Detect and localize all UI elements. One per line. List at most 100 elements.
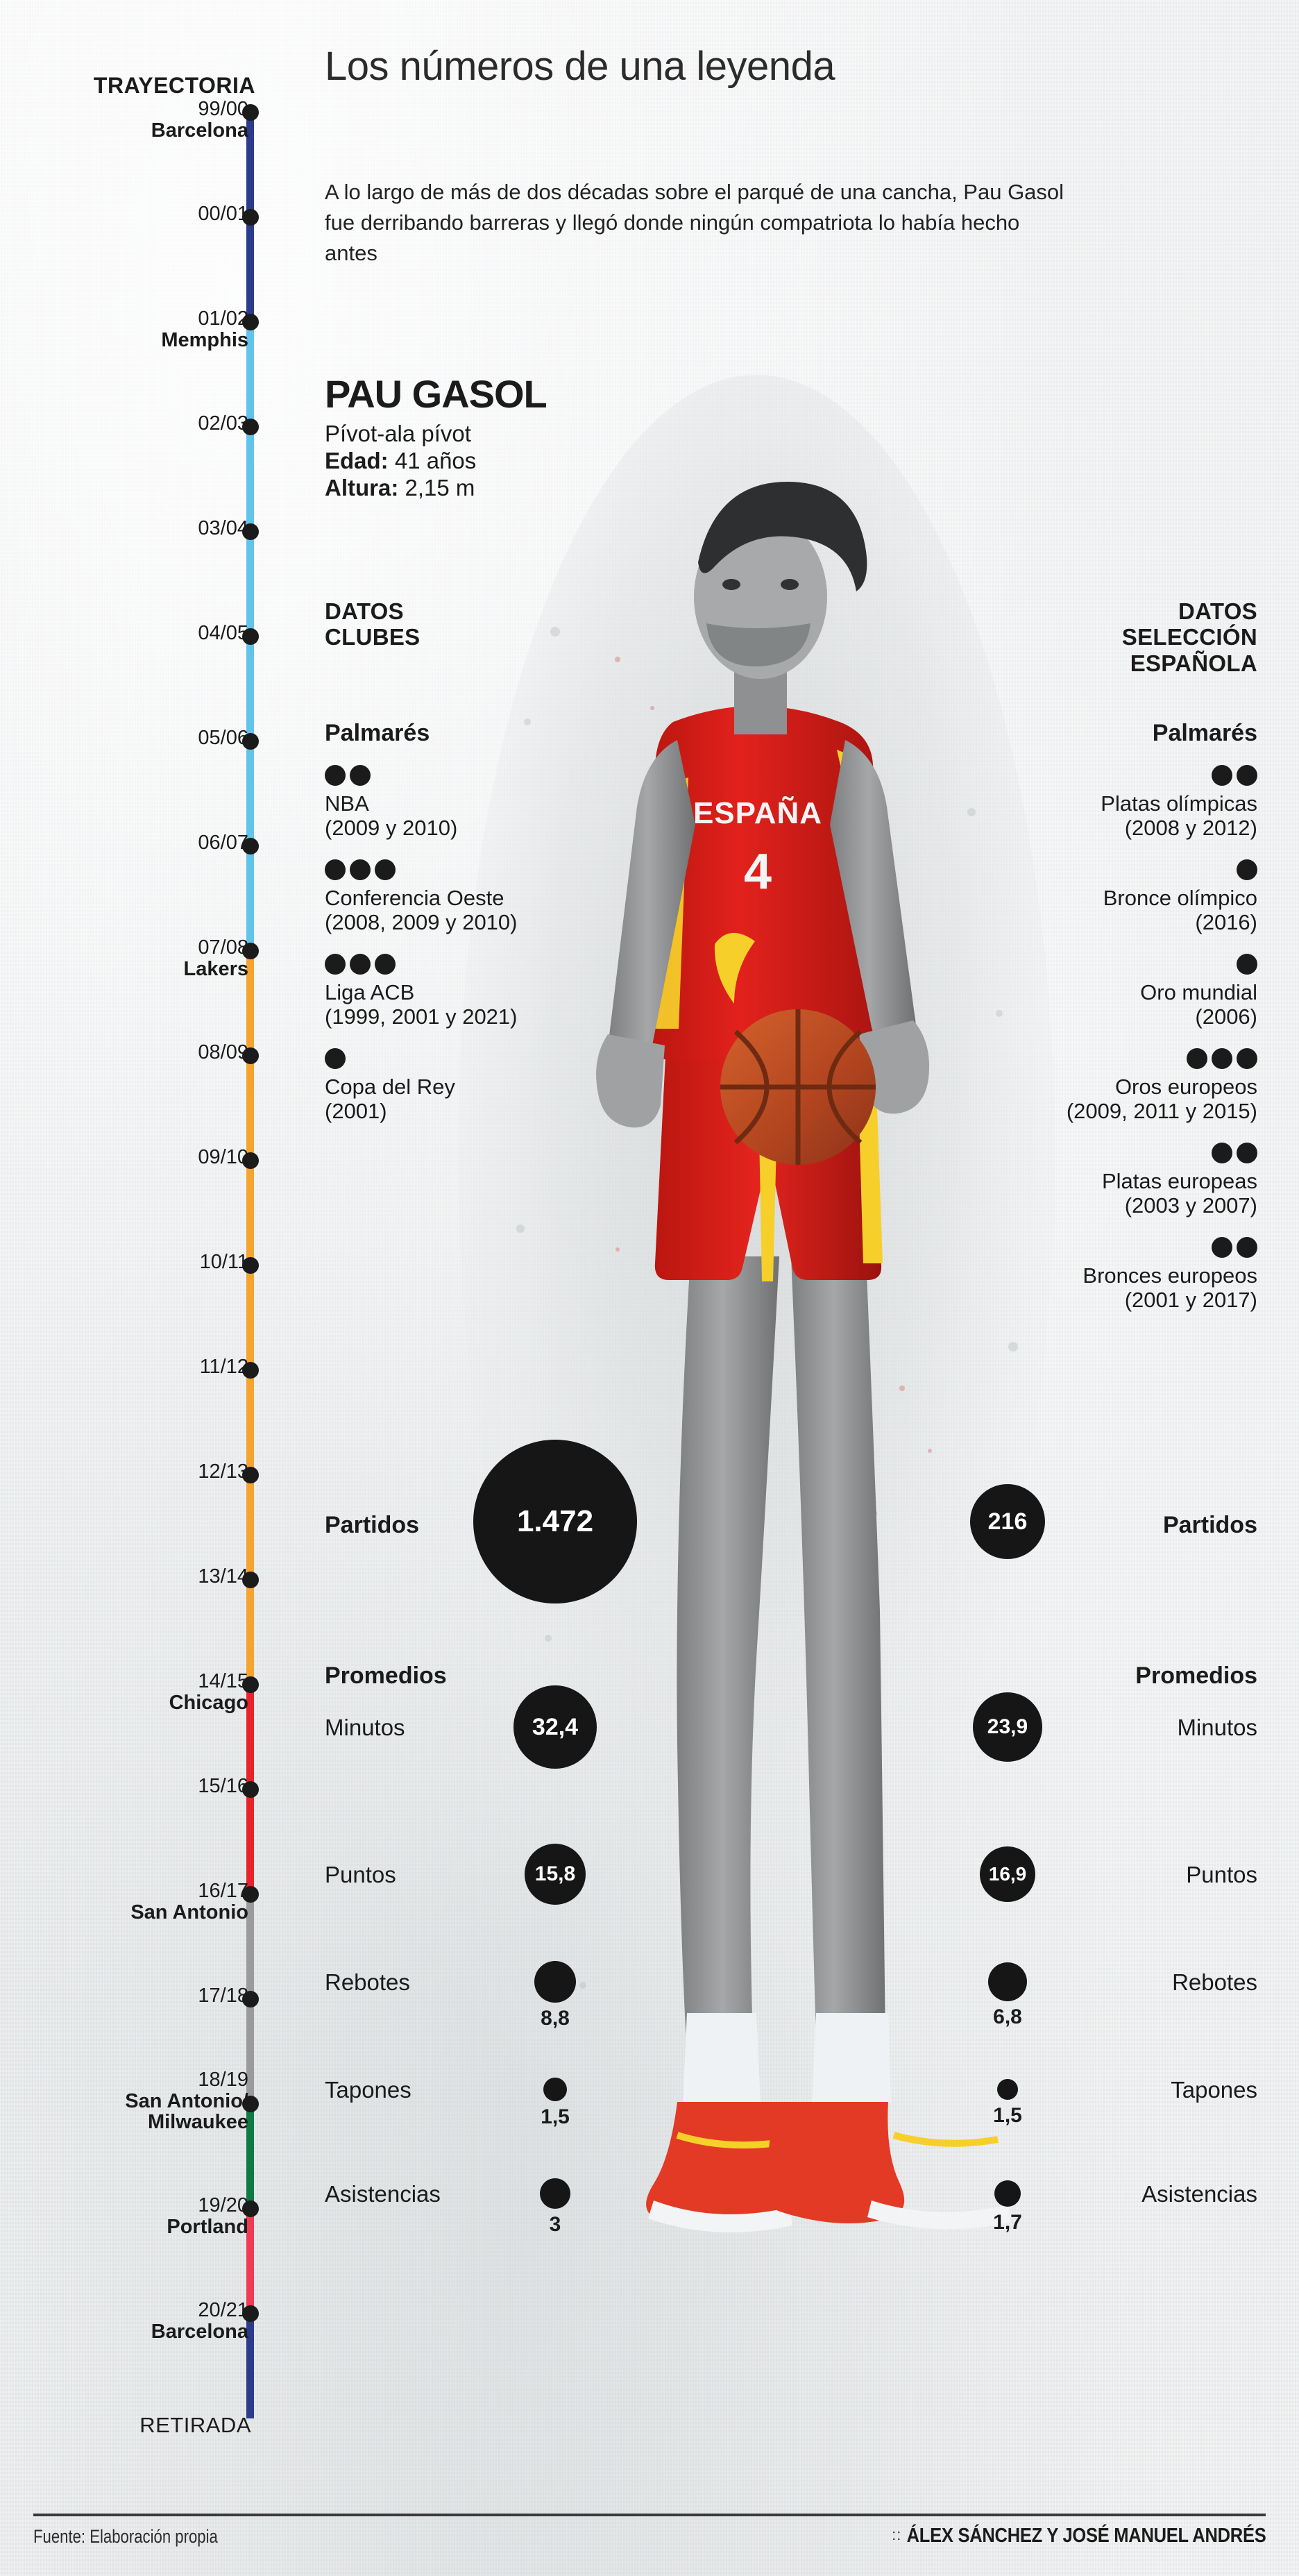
timeline-node[interactable] xyxy=(242,2305,259,2322)
timeline-label: 07/08 Lakers xyxy=(183,937,248,979)
medal-dots xyxy=(966,1236,1257,1259)
palmares-years: (2006) xyxy=(1195,1004,1257,1029)
timeline-node[interactable] xyxy=(242,628,259,645)
palmares-text: Platas europeas (2003 y 2007) xyxy=(966,1169,1257,1218)
stat-label: Promedios xyxy=(1135,1662,1257,1689)
timeline-node[interactable] xyxy=(242,1676,259,1693)
stat-bubble: 15,8 xyxy=(525,1844,586,1905)
player-height-label: Altura: xyxy=(325,475,399,501)
timeline-team: San Antonio/Milwaukee xyxy=(125,2089,248,2134)
stat-bubble xyxy=(540,2178,570,2209)
player-age-value: 41 años xyxy=(394,447,477,473)
medal-dot-icon xyxy=(1237,1237,1257,1258)
timeline-segment xyxy=(246,112,254,217)
palmares-title: Copa del Rey xyxy=(325,1075,455,1099)
timeline-season: 17/18 xyxy=(198,1985,248,2007)
timeline-segment xyxy=(246,427,254,532)
palmares-years: (2016) xyxy=(1195,910,1257,935)
timeline-season: 06/07 xyxy=(198,832,248,854)
national-team-palmares-title: Palmarés xyxy=(1152,720,1257,746)
palmares-years: (2001) xyxy=(325,1099,387,1124)
stat-bubble xyxy=(543,2078,567,2101)
page-title: Los números de una leyenda xyxy=(325,44,835,89)
palmares-entry: Bronce olímpico (2016) xyxy=(966,858,1257,935)
timeline-node[interactable] xyxy=(242,209,259,226)
byline-names: ÁLEX SÁNCHEZ Y JOSÉ MANUEL ANDRÉS xyxy=(906,2525,1266,2547)
player-age: Edad: 41 años xyxy=(325,447,686,475)
timeline-node[interactable] xyxy=(242,1781,259,1798)
player-position: Pívot-ala pívot xyxy=(325,421,471,446)
timeline-node[interactable] xyxy=(242,523,259,540)
timeline-label: 12/13 xyxy=(198,1461,248,1483)
timeline-node[interactable] xyxy=(242,1467,259,1483)
player-age-label: Edad: xyxy=(325,447,389,473)
timeline-node[interactable] xyxy=(242,1991,259,2007)
medal-dots xyxy=(325,1047,616,1070)
timeline-segment xyxy=(246,1475,254,1580)
timeline-segment xyxy=(246,637,254,741)
palmares-entry: Oro mundial (2006) xyxy=(966,952,1257,1029)
player-card: PAU GASOL Pívot-ala pívot Edad: 41 años … xyxy=(325,375,686,502)
timeline-team: Chicago xyxy=(169,1691,248,1714)
timeline-node[interactable] xyxy=(242,733,259,750)
medal-dots xyxy=(966,858,1257,882)
palmares-text: Liga ACB (1999, 2001 y 2021) xyxy=(325,980,616,1029)
medal-dot-icon xyxy=(350,859,371,880)
timeline-node[interactable] xyxy=(242,943,259,959)
timeline-node[interactable] xyxy=(242,314,259,330)
timeline-season: 99/00 xyxy=(198,98,248,120)
timeline-team: Barcelona xyxy=(151,2320,248,2343)
timeline-label: 01/02 Memphis xyxy=(161,308,248,351)
stat-bubble xyxy=(534,1961,576,2003)
timeline-node[interactable] xyxy=(242,104,259,121)
timeline-label: 09/10 xyxy=(198,1147,248,1168)
medal-dot-icon xyxy=(1237,1048,1257,1069)
timeline-season: 05/06 xyxy=(198,727,248,749)
timeline-segment xyxy=(246,322,254,427)
timeline-node[interactable] xyxy=(242,2200,259,2217)
timeline-season: 01/02 xyxy=(198,308,248,330)
timeline-label: 11/12 xyxy=(200,1356,248,1378)
stat-label: Tapones xyxy=(325,2077,411,2103)
palmares-entry: Bronces europeos (2001 y 2017) xyxy=(966,1236,1257,1313)
palmares-title: Oros europeos xyxy=(1114,1075,1257,1099)
timeline-node[interactable] xyxy=(242,1886,259,1903)
stat-label: Rebotes xyxy=(325,1969,410,1995)
medal-dots xyxy=(966,1141,1257,1165)
timeline-node[interactable] xyxy=(242,838,259,855)
timeline-node[interactable] xyxy=(242,1152,259,1169)
timeline-season: 00/01 xyxy=(198,203,248,225)
medal-dots xyxy=(966,952,1257,976)
medal-dots xyxy=(325,952,616,976)
timeline-label: 18/19 San Antonio/Milwaukee xyxy=(125,2069,248,2133)
timeline-segment xyxy=(246,532,254,637)
palmares-title: Oro mundial xyxy=(1140,980,1257,1004)
medal-dots xyxy=(325,764,616,787)
stat-label: Partidos xyxy=(325,1512,420,1538)
timeline-node[interactable] xyxy=(242,2096,259,2112)
timeline-node[interactable] xyxy=(242,1257,259,1274)
timeline-node[interactable] xyxy=(242,1047,259,1064)
timeline-segment xyxy=(246,1056,254,1161)
timeline-season: 14/15 xyxy=(198,1670,248,1692)
timeline-label: 00/01 xyxy=(198,203,248,225)
medal-dot-icon xyxy=(1237,1143,1257,1163)
medal-dot-icon xyxy=(325,1048,346,1069)
stat-value: 1,7 xyxy=(993,2211,1022,2234)
stat-label: Promedios xyxy=(325,1662,447,1689)
timeline-node[interactable] xyxy=(242,419,259,435)
timeline-season: 07/08 xyxy=(198,936,248,959)
byline: :: ÁLEX SÁNCHEZ Y JOSÉ MANUEL ANDRÉS xyxy=(892,2525,1266,2548)
player-height: Altura: 2,15 m xyxy=(325,474,686,502)
medal-dot-icon xyxy=(1237,859,1257,880)
medal-dot-icon xyxy=(1212,1048,1232,1069)
timeline-segment xyxy=(246,1161,254,1265)
timeline-segment xyxy=(246,1685,254,1790)
stat-bubble: 16,9 xyxy=(980,1846,1035,1902)
medal-dot-icon xyxy=(325,859,346,880)
timeline-node[interactable] xyxy=(242,1572,259,1588)
timeline-segment xyxy=(246,951,254,1056)
timeline-node[interactable] xyxy=(242,1362,259,1379)
stat-label: Asistencias xyxy=(1141,2181,1257,2207)
palmares-title: Bronce olímpico xyxy=(1103,886,1257,910)
